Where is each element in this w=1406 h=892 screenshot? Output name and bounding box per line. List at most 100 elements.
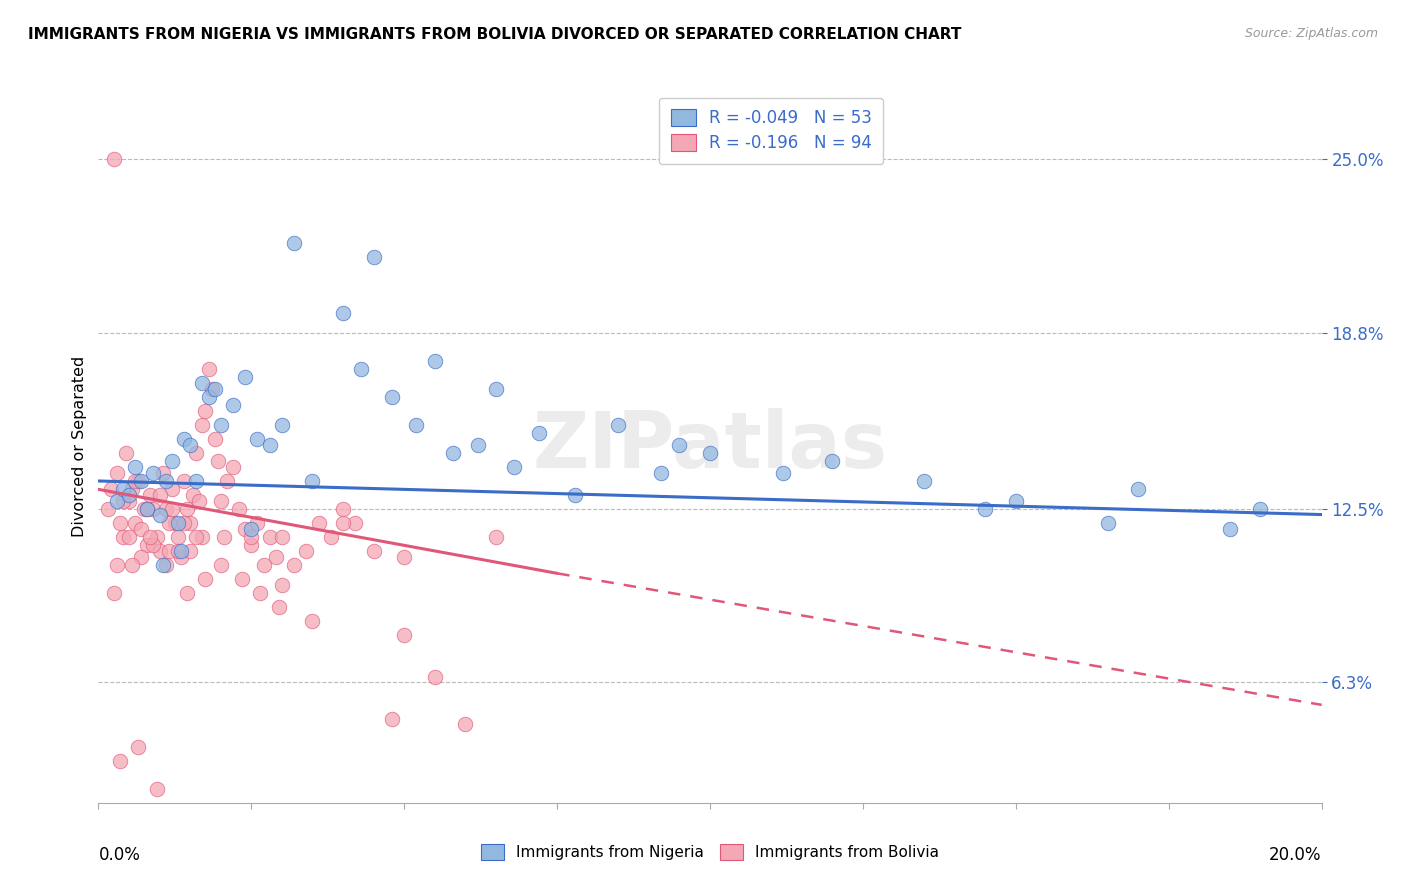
Point bbox=[167, 530, 190, 544]
Text: IMMIGRANTS FROM NIGERIA VS IMMIGRANTS FROM BOLIVIA DIVORCED OR SEPARATED CORRELA: IMMIGRANTS FROM NIGERIA VS IMMIGRANTS FR… bbox=[28, 27, 962, 42]
Point bbox=[111, 493, 134, 508]
Point bbox=[467, 437, 489, 451]
Point bbox=[246, 432, 269, 446]
Point bbox=[240, 530, 263, 544]
Point bbox=[821, 454, 844, 468]
Point bbox=[179, 437, 201, 451]
Point bbox=[176, 502, 198, 516]
Point bbox=[233, 370, 256, 384]
Point bbox=[191, 376, 214, 390]
Text: Source: ZipAtlas.com: Source: ZipAtlas.com bbox=[1244, 27, 1378, 40]
Point bbox=[1097, 516, 1119, 530]
Y-axis label: Divorced or Separated: Divorced or Separated bbox=[72, 355, 87, 537]
Point bbox=[267, 599, 290, 614]
Point bbox=[142, 538, 165, 552]
Point bbox=[423, 353, 446, 368]
Point bbox=[270, 530, 294, 544]
Point bbox=[124, 474, 146, 488]
Point bbox=[167, 544, 190, 558]
Point bbox=[668, 437, 690, 451]
Point bbox=[139, 488, 162, 502]
Point bbox=[295, 544, 318, 558]
Point bbox=[129, 474, 152, 488]
Point bbox=[283, 558, 305, 572]
Point bbox=[503, 460, 526, 475]
Point bbox=[441, 446, 464, 460]
Point bbox=[240, 522, 263, 536]
Point bbox=[173, 474, 195, 488]
Point bbox=[228, 502, 250, 516]
Point bbox=[173, 516, 195, 530]
Point bbox=[200, 382, 222, 396]
Point bbox=[485, 530, 508, 544]
Point bbox=[363, 544, 385, 558]
Point bbox=[392, 628, 416, 642]
Point bbox=[246, 516, 269, 530]
Point bbox=[270, 417, 294, 432]
Point bbox=[301, 614, 323, 628]
Point bbox=[142, 466, 165, 480]
Point bbox=[152, 466, 174, 480]
Legend: Immigrants from Nigeria, Immigrants from Bolivia: Immigrants from Nigeria, Immigrants from… bbox=[475, 838, 945, 866]
Point bbox=[772, 466, 794, 480]
Point bbox=[607, 417, 630, 432]
Point bbox=[207, 454, 229, 468]
Point bbox=[912, 474, 935, 488]
Point bbox=[108, 516, 131, 530]
Point bbox=[188, 493, 211, 508]
Point bbox=[124, 516, 146, 530]
Point bbox=[423, 670, 446, 684]
Point bbox=[118, 530, 141, 544]
Point bbox=[283, 236, 305, 251]
Point bbox=[252, 558, 274, 572]
Point bbox=[264, 549, 287, 564]
Point bbox=[308, 516, 330, 530]
Point bbox=[121, 558, 143, 572]
Point bbox=[127, 739, 149, 754]
Point bbox=[136, 502, 159, 516]
Point bbox=[231, 572, 253, 586]
Point bbox=[209, 558, 232, 572]
Point bbox=[191, 417, 214, 432]
Point bbox=[142, 502, 165, 516]
Point bbox=[197, 362, 219, 376]
Point bbox=[186, 530, 208, 544]
Point bbox=[650, 466, 672, 480]
Point bbox=[149, 508, 172, 522]
Point bbox=[179, 544, 201, 558]
Point bbox=[301, 474, 323, 488]
Point bbox=[155, 474, 177, 488]
Point bbox=[100, 483, 122, 497]
Point bbox=[350, 362, 373, 376]
Point bbox=[233, 522, 256, 536]
Point bbox=[527, 426, 550, 441]
Point bbox=[240, 538, 263, 552]
Point bbox=[212, 530, 235, 544]
Point bbox=[197, 390, 219, 404]
Point bbox=[1250, 502, 1272, 516]
Point bbox=[176, 586, 198, 600]
Point bbox=[204, 382, 226, 396]
Point bbox=[194, 572, 217, 586]
Text: 20.0%: 20.0% bbox=[1270, 846, 1322, 863]
Point bbox=[139, 530, 162, 544]
Point bbox=[1219, 522, 1241, 536]
Point bbox=[103, 586, 125, 600]
Point bbox=[105, 466, 128, 480]
Point bbox=[160, 502, 183, 516]
Point bbox=[222, 399, 245, 413]
Point bbox=[699, 446, 721, 460]
Point bbox=[204, 432, 226, 446]
Point bbox=[186, 446, 208, 460]
Text: ZIPatlas: ZIPatlas bbox=[533, 408, 887, 484]
Point bbox=[270, 577, 294, 591]
Point bbox=[157, 516, 180, 530]
Point bbox=[145, 530, 167, 544]
Point bbox=[127, 474, 149, 488]
Point bbox=[564, 488, 586, 502]
Point bbox=[155, 502, 177, 516]
Point bbox=[179, 516, 201, 530]
Point bbox=[124, 460, 146, 475]
Point bbox=[332, 502, 354, 516]
Point bbox=[103, 152, 125, 166]
